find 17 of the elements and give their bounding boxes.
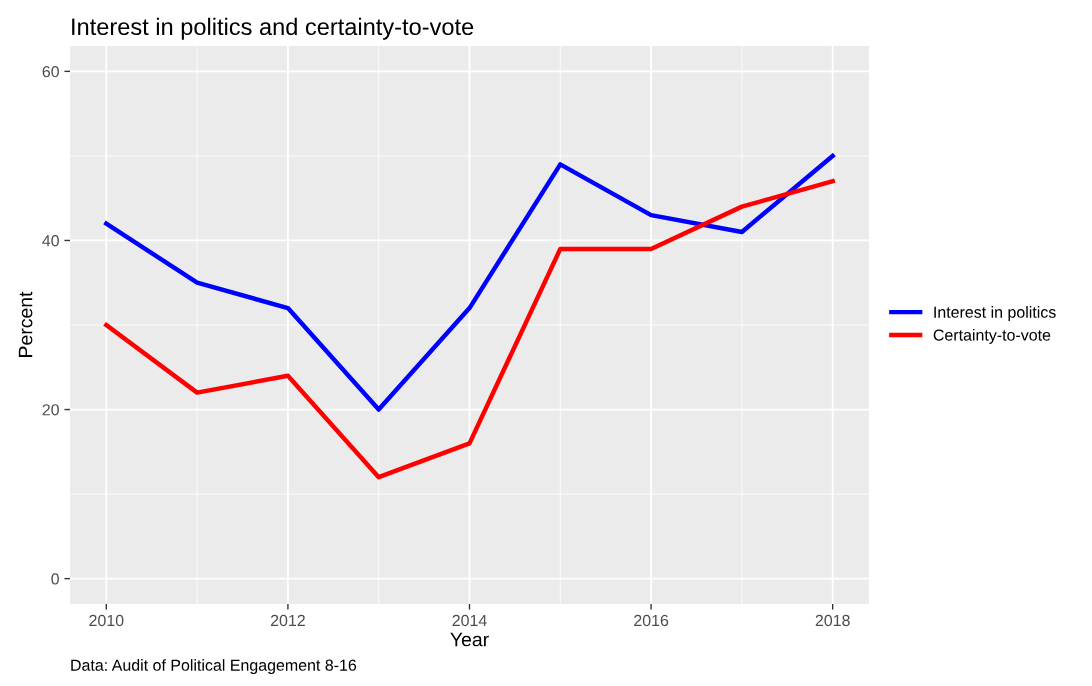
- text: Data: Audit of Political Engagement 8-16: [71, 659, 357, 674]
- x-tick-label: 2016: [634, 614, 669, 627]
- x-tick-label: 2012: [270, 614, 305, 627]
- y-tick-label: 40: [42, 235, 59, 247]
- legend-label: Certainty-to-vote: [933, 328, 1051, 344]
- y-tick-label: 0: [51, 573, 59, 585]
- line-series: [104, 153, 835, 412]
- x-tick-label: 2014: [452, 614, 487, 627]
- line-series: [104, 179, 835, 480]
- y-tick-label: 20: [42, 404, 59, 416]
- x-axis-title: Year: [450, 632, 489, 647]
- chart-title: Interest in politics and certainty-to-vote: [72, 17, 474, 40]
- legend-label: Interest in politics: [934, 306, 1056, 322]
- x-tick-label: 2010: [89, 614, 124, 627]
- y-tick-label: 60: [42, 66, 59, 78]
- y-axis-title: Percent: [18, 291, 33, 357]
- x-tick-label: 2018: [815, 614, 850, 627]
